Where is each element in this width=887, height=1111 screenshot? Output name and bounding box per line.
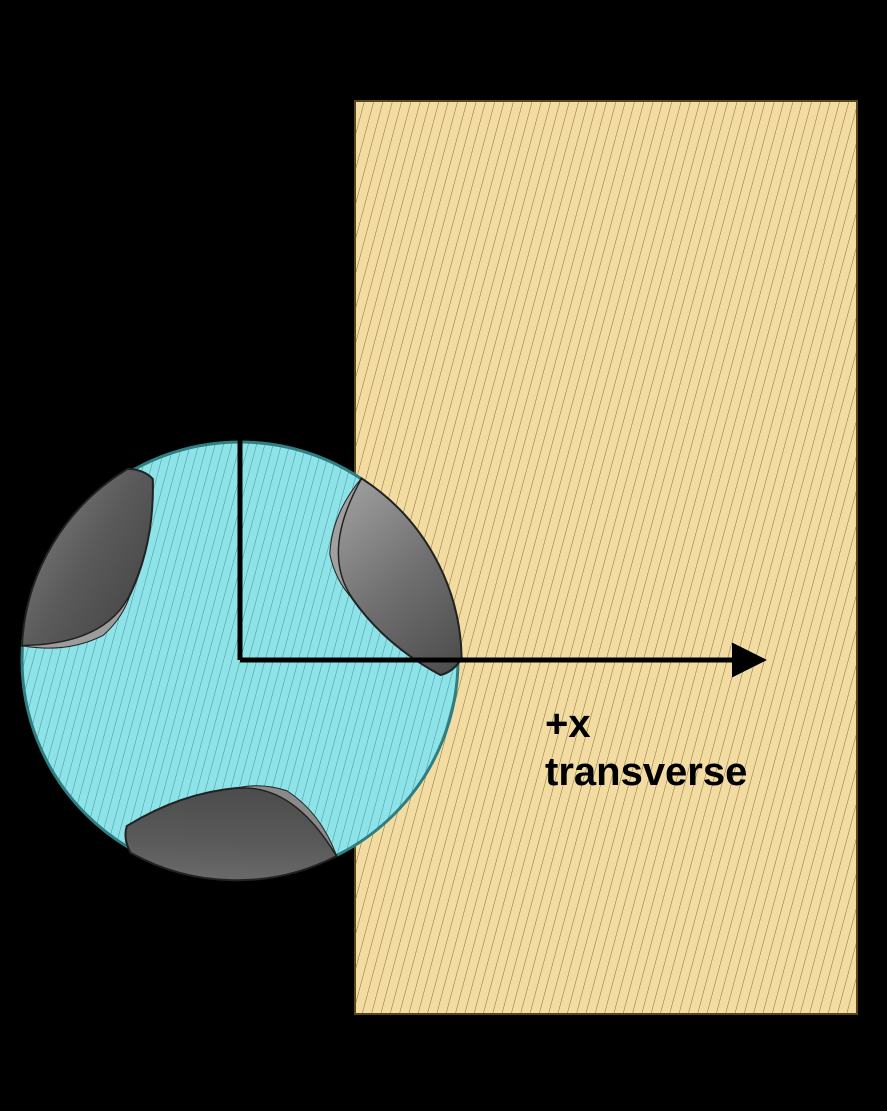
x-axis-label-line1: +x	[545, 700, 747, 748]
x-axis-label-line2: transverse	[545, 748, 747, 796]
x-axis-label: +x transverse	[545, 700, 747, 796]
